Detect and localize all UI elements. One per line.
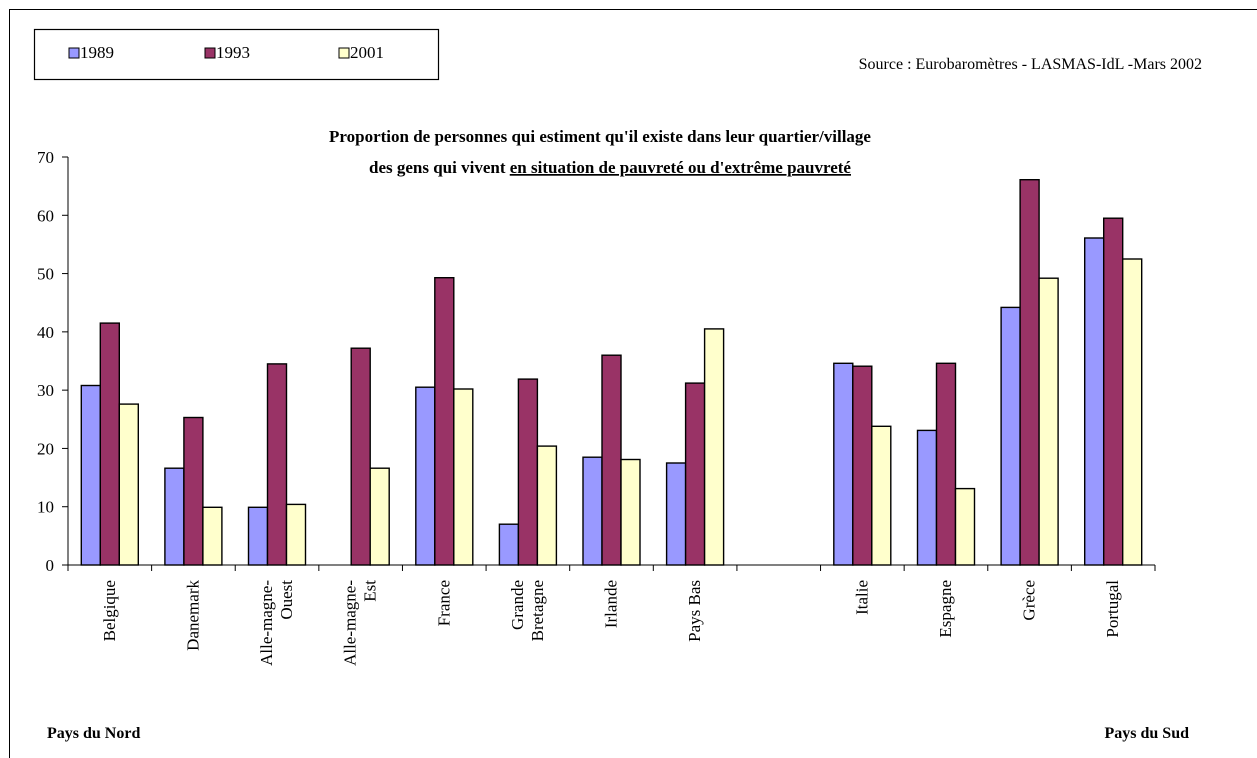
bar-2001-7 [703,328,725,566]
category-label-12-0: Portugal [1103,580,1122,638]
group-label-south: Pays du Sud [1105,725,1190,742]
bar-1989-10 [916,429,938,566]
bar-1993-0 [99,322,121,566]
category-label-6-0: Irlande [602,580,621,628]
bar-2001-6 [620,458,641,566]
bar-1989-6 [582,456,603,566]
bar-2001-10 [954,487,976,566]
legend-box [33,28,440,81]
bar-1989-9 [833,362,854,566]
bar-1989-0 [80,384,102,566]
bar-2001-3 [369,467,390,566]
source-note: Source : Eurobaromètres - LASMAS-IdL -Ma… [859,56,1202,73]
category-label-4-0: France [434,580,453,626]
bar-1993-4 [434,277,455,566]
bar-2001-5 [536,445,558,566]
bar-1993-11 [1019,178,1040,566]
y-tick-label-40: 40 [37,323,54,342]
y-tick-label-30: 30 [37,381,54,400]
bar-2001-11 [1038,277,1059,566]
bar-1989-12 [1083,237,1105,566]
bar-1993-10 [935,362,957,566]
bar-1993-5 [517,378,539,566]
legend-swatch-1989 [68,47,80,59]
bar-2001-4 [453,388,474,566]
chart-title-underlined: en situation de pauvreté ou d'extrême pa… [510,158,852,177]
bar-1993-1 [183,416,204,566]
bar-1989-11 [1000,306,1021,566]
bar-2001-2 [285,503,307,566]
bar-1989-5 [498,523,520,566]
category-label-0-0: Belgique [100,580,119,641]
bar-1993-9 [852,365,873,566]
bar-1993-6 [601,354,622,566]
bar-1989-2 [247,506,269,566]
category-label-2-1: Ouest [277,580,296,620]
bar-1993-2 [266,363,288,566]
y-tick-label-70: 70 [37,148,54,167]
legend: 1989 1993 2001 [33,28,440,81]
bar-2001-12 [1121,258,1143,566]
category-label-5-0: Grande [508,580,527,630]
category-label-3-1: Est [361,580,380,602]
y-tick-label-50: 50 [37,265,54,284]
legend-label-1989: 1989 [80,43,114,62]
bar-2001-9 [871,425,892,566]
category-label-2-0: Alle-magne- [257,580,276,666]
bar-2001-1 [202,506,223,566]
bar-1993-3 [350,347,371,566]
bars-group [80,178,1143,566]
category-label-1-0: Danemark [183,580,202,651]
category-label-11-0: Grèce [1020,580,1039,621]
y-tick-label-0: 0 [46,556,55,575]
legend-swatch-2001 [338,47,350,59]
category-label-7-0: Pays Bas [685,580,704,642]
legend-swatch-1993 [204,47,216,59]
category-label-10-0: Espagne [936,580,955,638]
bar-1989-4 [415,386,436,566]
bar-1993-7 [684,382,706,566]
category-label-3-0: Alle-magne- [341,580,360,666]
category-label-5-1: Bretagne [528,580,547,641]
axes-group: 0 10 20 30 40 50 60 70 [37,148,1156,575]
category-label-9-0: Italie [852,580,871,615]
legend-label-2001: 2001 [350,43,384,62]
bar-1989-1 [164,467,185,566]
bar-2001-0 [118,403,140,566]
y-tick-label-10: 10 [37,498,54,517]
category-labels: Belgique Danemark Alle-magne- Ouest Alle-mag… [100,580,1122,666]
chart-title-prefix: des gens qui vivent [369,158,510,177]
group-label-north: Pays du Nord [47,725,140,742]
bar-1989-7 [665,462,687,566]
y-tick-label-60: 60 [37,206,54,225]
y-tick-label-20: 20 [37,439,54,458]
chart-title-line1: Proportion de personnes qui estiment qu'… [329,127,871,146]
bar-1993-12 [1102,217,1124,566]
legend-label-1993: 1993 [216,43,250,62]
chart-title-line2: des gens qui vivent en situation de pauv… [369,158,851,177]
